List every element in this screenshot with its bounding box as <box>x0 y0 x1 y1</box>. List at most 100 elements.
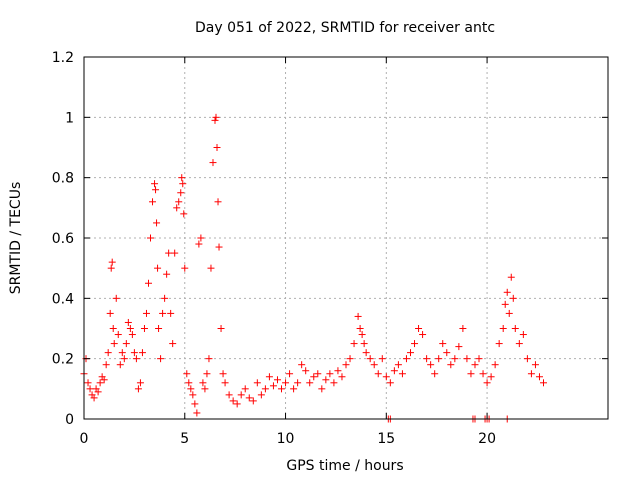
data-point <box>211 116 219 124</box>
data-point <box>411 340 419 348</box>
data-point <box>491 361 499 369</box>
x-axis-label: GPS time / hours <box>286 458 403 474</box>
data-point <box>207 264 215 272</box>
y-tick-label: 0 <box>65 412 74 428</box>
data-point <box>214 198 222 206</box>
data-point <box>241 385 249 393</box>
data-point <box>294 379 302 387</box>
data-point <box>261 385 269 393</box>
data-point <box>112 294 120 302</box>
x-tick-label: 10 <box>277 431 295 447</box>
data-point <box>180 210 188 218</box>
data-point <box>128 331 136 339</box>
data-point <box>483 379 491 387</box>
data-point <box>415 325 423 332</box>
data-point <box>253 379 261 387</box>
data-point <box>511 325 519 332</box>
y-axis-label: SRMTID / TECUs <box>8 182 24 295</box>
data-point <box>467 370 475 378</box>
data-point <box>326 370 334 378</box>
data-point <box>144 279 152 287</box>
data-point <box>106 309 114 317</box>
data-point <box>540 379 548 387</box>
data-point <box>151 180 159 188</box>
data-point <box>306 379 314 387</box>
data-point <box>147 234 155 242</box>
data-point <box>310 373 318 381</box>
data-point <box>487 373 495 381</box>
data-point <box>197 234 205 242</box>
data-point <box>181 264 189 272</box>
x-tick-label: 20 <box>478 431 496 447</box>
data-point <box>394 361 402 369</box>
data-point <box>523 355 531 363</box>
data-point <box>501 300 509 308</box>
data-point <box>455 343 463 351</box>
data-point <box>108 258 116 266</box>
data-point <box>140 325 148 332</box>
data-point <box>217 325 225 332</box>
data-points <box>80 113 548 423</box>
data-point <box>177 189 185 197</box>
y-tick-label: 0.2 <box>52 352 74 368</box>
data-point <box>356 325 364 332</box>
data-point <box>475 355 483 363</box>
data-point <box>451 355 459 363</box>
data-point <box>370 361 378 369</box>
data-point <box>382 373 390 381</box>
data-point <box>130 349 138 357</box>
data-point <box>330 379 338 387</box>
data-point <box>338 373 346 381</box>
data-point <box>443 349 451 357</box>
data-point <box>535 373 543 381</box>
data-point <box>519 331 527 339</box>
data-point <box>219 370 227 378</box>
data-point <box>205 355 213 363</box>
axis-ticks: 0 0.2 0.4 0.6 0.8 1 1.2 0 5 10 15 20 <box>52 50 608 447</box>
data-point <box>322 376 330 384</box>
data-point <box>447 361 455 369</box>
data-point <box>278 385 286 393</box>
data-point <box>439 340 447 348</box>
data-point <box>153 219 161 227</box>
data-point <box>495 340 503 348</box>
data-point <box>109 325 117 332</box>
data-point <box>84 379 92 387</box>
data-point <box>298 361 306 369</box>
data-point <box>505 309 513 317</box>
data-point <box>499 325 507 332</box>
data-point <box>138 349 146 357</box>
data-point <box>209 159 217 167</box>
data-point <box>423 355 431 363</box>
data-point <box>201 385 209 393</box>
data-point <box>189 391 197 399</box>
data-point <box>173 204 181 212</box>
data-point <box>402 355 410 363</box>
data-point <box>193 409 201 417</box>
data-point <box>269 382 277 390</box>
chart-title: Day 051 of 2022, SRMTID for receiver ant… <box>195 20 495 36</box>
data-point <box>342 361 350 369</box>
data-point <box>366 355 374 363</box>
x-tick-label: 0 <box>80 431 89 447</box>
data-point <box>171 249 179 257</box>
data-point <box>318 385 326 393</box>
data-point <box>185 379 193 387</box>
data-point <box>215 243 223 251</box>
data-point <box>273 376 281 384</box>
data-point <box>120 355 128 363</box>
y-tick-label: 0.6 <box>52 231 74 247</box>
data-point <box>161 294 169 302</box>
data-point <box>149 198 157 206</box>
data-point <box>362 349 370 357</box>
data-point <box>165 249 173 257</box>
data-point <box>374 370 382 378</box>
data-point <box>178 174 186 182</box>
data-point <box>527 370 535 378</box>
data-point <box>163 270 171 278</box>
data-point <box>199 379 207 387</box>
data-point <box>157 355 165 363</box>
data-point <box>142 309 150 317</box>
data-point <box>419 331 427 339</box>
